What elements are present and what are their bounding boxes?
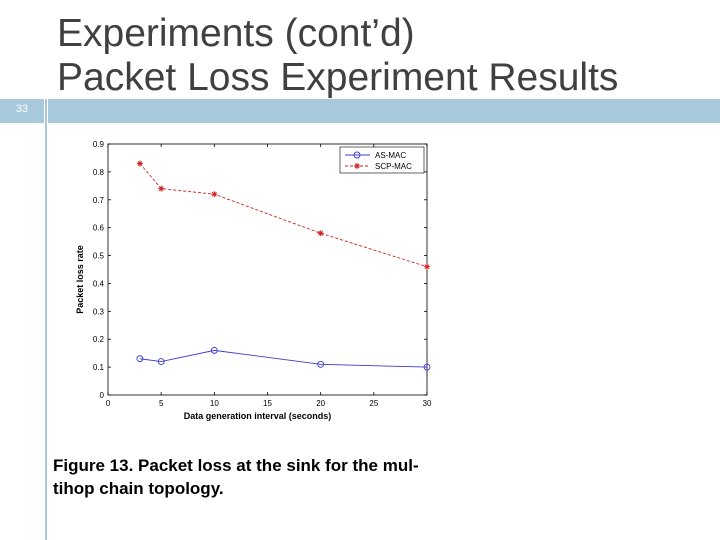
data-point-scp-mac-4 [424, 263, 430, 270]
y-tick-label: 0.3 [93, 307, 105, 316]
data-point-as-mac-legend [353, 151, 361, 159]
data-point-as-mac-4 [423, 363, 431, 371]
data-point-as-mac-3 [317, 360, 325, 368]
data-point-scp-mac-0 [136, 160, 143, 167]
y-tick-label: 0.6 [93, 224, 105, 233]
x-tick-label: 20 [316, 399, 325, 408]
slide-number-box [0, 99, 44, 123]
y-tick-label: 0.1 [93, 363, 105, 372]
figure-caption: Figure 13. Packet loss at the sink for t… [53, 454, 493, 500]
slide-number: 33 [15, 103, 29, 115]
vertical-divider [45, 99, 47, 540]
data-point-scp-mac-1 [158, 185, 165, 192]
y-tick-label: 0.9 [93, 140, 105, 149]
legend-label-scp-mac: SCP-MAC [375, 162, 412, 171]
x-tick-label: 10 [210, 399, 219, 408]
x-tick-label: 0 [106, 399, 111, 408]
data-point-scp-mac-3 [317, 230, 324, 237]
y-tick-label: 0 [100, 391, 105, 400]
y-tick-label: 0.2 [93, 335, 105, 344]
slide-title-line-2: Packet Loss Experiment Results [57, 56, 619, 99]
x-tick-label: 5 [159, 399, 164, 408]
packet-loss-chart: 0 5 10 15 20 25 30 0 0.1 0.2 0.3 0.4 0.5 0.6 0.7 0.8 0.9… [75, 140, 432, 421]
x-axis-label: Data generation interval (seconds) [184, 411, 332, 421]
data-point-scp-mac-legend [354, 163, 360, 169]
x-tick-label: 15 [263, 399, 272, 408]
series-line-as-mac [139, 349, 428, 368]
y-axis-label: Packet loss rate [75, 245, 85, 314]
legend-box [339, 146, 425, 174]
figure-caption-line-1: Figure 13. Packet loss at the sink for t… [53, 456, 419, 475]
y-tick-label: 0.5 [93, 252, 105, 261]
y-tick-label: 0.4 [93, 279, 105, 288]
data-point-as-mac-2 [210, 346, 218, 354]
data-point-as-mac-1 [157, 358, 165, 365]
figure-caption-line-2: tihop chain topology. [53, 479, 224, 498]
title-rule [48, 99, 720, 123]
y-tick-label: 0.8 [93, 168, 105, 177]
y-tick-label: 0.7 [93, 196, 105, 205]
data-point-as-mac-0 [136, 355, 144, 363]
slide-title: Experiments (cont’d) Packet Loss Experim… [57, 12, 618, 100]
data-point-scp-mac-2 [211, 191, 218, 198]
slide-title-line-1: Experiments (cont’d) [57, 12, 415, 55]
x-tick-label: 30 [423, 399, 432, 408]
x-tick-label: 25 [369, 399, 378, 408]
series-line-scp-mac [139, 163, 428, 268]
legend-label-as-mac: AS-MAC [375, 151, 406, 160]
